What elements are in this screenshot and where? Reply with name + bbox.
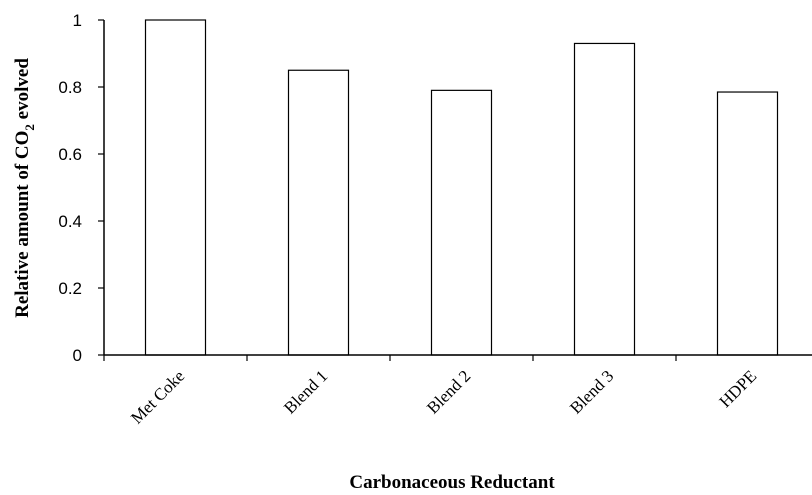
x-category-label: HDPE <box>715 366 760 411</box>
x-axis-category-labels: Met Coke Blend 1 Blend 2 Blend 3 HDPE <box>127 366 760 427</box>
x-category-label: Blend 1 <box>280 366 331 417</box>
bars-group <box>144 19 779 356</box>
x-category-label: Met Coke <box>127 366 188 427</box>
y-tick-label: 0 <box>73 346 82 365</box>
y-axis-title-subscript: 2 <box>22 124 37 131</box>
x-category-label: Blend 2 <box>423 366 474 417</box>
y-tick-label: 0.6 <box>58 145 82 164</box>
x-axis-title: Carbonaceous Reductant <box>349 472 555 493</box>
y-tick-label: 0.8 <box>58 78 82 97</box>
y-tick-label: 0.2 <box>58 279 82 298</box>
x-category-label: Blend 3 <box>566 366 617 417</box>
y-tick-label: 0.4 <box>58 212 82 231</box>
bar-blend-1 <box>287 69 350 356</box>
x-axis-ticks <box>103 355 677 361</box>
y-axis-title-end: evolved <box>12 58 33 124</box>
bar-met-coke <box>144 19 207 356</box>
y-axis-ticks: 0 0.2 0.4 0.6 0.8 1 <box>58 11 104 365</box>
y-axis-title-main: Relative amount of CO <box>12 131 33 318</box>
y-tick-label: 1 <box>73 11 82 30</box>
bar-blend-2 <box>430 89 493 356</box>
bar-blend-3 <box>573 42 636 356</box>
y-axis-title: Relative amount of CO2 evolved <box>12 58 37 318</box>
bar-hdpe <box>716 91 779 356</box>
